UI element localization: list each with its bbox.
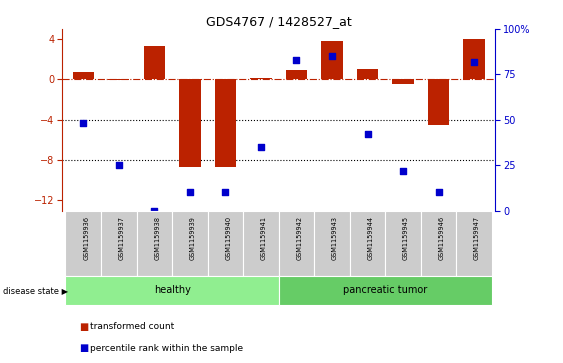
Text: ■: ■ [79, 343, 88, 354]
Point [221, 189, 230, 195]
Text: pancreatic tumor: pancreatic tumor [343, 285, 427, 295]
Text: ■: ■ [79, 322, 88, 332]
Text: GSM1159942: GSM1159942 [297, 216, 302, 260]
Bar [65, 276, 279, 305]
Bar [65, 211, 101, 276]
Bar [385, 211, 421, 276]
Bar [357, 69, 378, 79]
Bar [421, 211, 457, 276]
Point [150, 208, 159, 213]
Bar [251, 78, 271, 79]
Title: GDS4767 / 1428527_at: GDS4767 / 1428527_at [206, 15, 351, 28]
Bar [108, 79, 129, 81]
Text: GSM1159936: GSM1159936 [83, 216, 90, 260]
Bar [279, 276, 492, 305]
Bar [73, 72, 94, 79]
Text: disease state ▶: disease state ▶ [3, 286, 68, 295]
Bar [286, 70, 307, 79]
Text: GSM1159943: GSM1159943 [332, 216, 338, 260]
Text: GSM1159939: GSM1159939 [190, 216, 196, 260]
Text: GSM1159946: GSM1159946 [439, 216, 445, 260]
Text: GSM1159944: GSM1159944 [368, 216, 373, 260]
Text: transformed count: transformed count [90, 322, 175, 331]
Bar [392, 79, 414, 85]
Point [470, 59, 479, 65]
Bar [279, 211, 314, 276]
Point [114, 162, 123, 168]
Text: GSM1159937: GSM1159937 [119, 216, 125, 260]
Text: GSM1159941: GSM1159941 [261, 216, 267, 260]
Text: GSM1159940: GSM1159940 [225, 216, 231, 260]
Point [185, 189, 194, 195]
Point [292, 57, 301, 63]
Bar [321, 41, 343, 79]
Point [79, 121, 88, 126]
Text: GSM1159945: GSM1159945 [403, 216, 409, 260]
Bar [457, 211, 492, 276]
Bar [243, 211, 279, 276]
Point [256, 144, 265, 150]
Bar [350, 211, 385, 276]
Text: GSM1159947: GSM1159947 [474, 216, 480, 260]
Bar [208, 211, 243, 276]
Bar [172, 211, 208, 276]
Bar [428, 79, 449, 125]
Point [434, 189, 443, 195]
Text: healthy: healthy [154, 285, 190, 295]
Bar [314, 211, 350, 276]
Bar [463, 39, 485, 79]
Bar [137, 211, 172, 276]
Point [399, 168, 408, 174]
Point [363, 131, 372, 137]
Point [328, 53, 337, 59]
Bar [215, 79, 236, 167]
Bar [179, 79, 200, 167]
Bar [144, 46, 165, 79]
Text: GSM1159938: GSM1159938 [154, 216, 160, 260]
Text: percentile rank within the sample: percentile rank within the sample [90, 344, 243, 353]
Bar [101, 211, 137, 276]
